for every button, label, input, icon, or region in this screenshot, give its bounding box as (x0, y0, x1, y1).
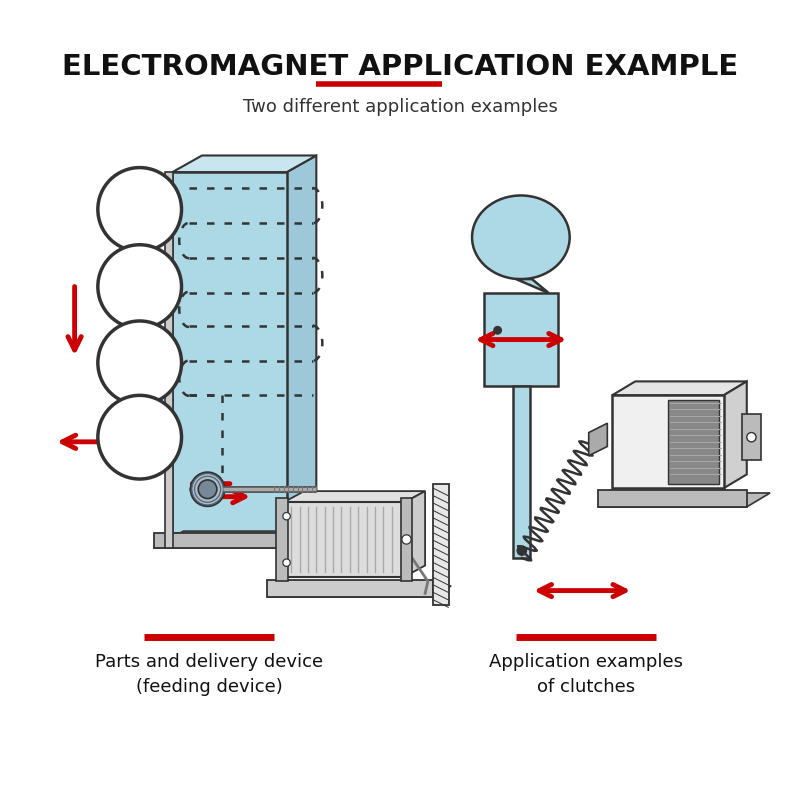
Polygon shape (516, 279, 549, 293)
Circle shape (98, 245, 182, 329)
Text: Two different application examples: Two different application examples (242, 98, 558, 116)
Bar (514, 386, 530, 558)
Bar (165, 172, 173, 548)
Circle shape (98, 395, 182, 479)
Circle shape (402, 535, 411, 544)
Polygon shape (284, 491, 425, 502)
Bar (172, 172, 286, 533)
Text: Application examples
of clutches: Application examples of clutches (489, 653, 683, 696)
Bar (433, 484, 450, 605)
Bar (612, 395, 723, 488)
Circle shape (98, 167, 182, 251)
Ellipse shape (472, 195, 570, 279)
Polygon shape (286, 155, 316, 533)
Polygon shape (589, 423, 607, 456)
Bar (742, 414, 761, 461)
Polygon shape (267, 586, 451, 597)
Circle shape (198, 480, 217, 498)
Circle shape (283, 559, 290, 566)
Circle shape (517, 546, 526, 555)
Text: Parts and delivery device
(feeding device): Parts and delivery device (feeding devic… (95, 653, 323, 696)
Circle shape (98, 321, 182, 405)
Polygon shape (172, 155, 316, 172)
Polygon shape (154, 531, 344, 548)
Polygon shape (405, 491, 425, 577)
Bar (267, 580, 433, 597)
Bar (276, 498, 287, 582)
Circle shape (191, 473, 224, 506)
Circle shape (746, 433, 756, 442)
Bar (154, 533, 314, 548)
Circle shape (494, 326, 502, 334)
Bar (668, 400, 719, 484)
Polygon shape (612, 382, 746, 395)
Bar (401, 498, 412, 582)
Bar (284, 502, 405, 577)
Bar (484, 293, 558, 386)
Bar (598, 490, 746, 507)
Circle shape (283, 513, 290, 520)
Text: ELECTROMAGNET APPLICATION EXAMPLE: ELECTROMAGNET APPLICATION EXAMPLE (62, 53, 738, 81)
Polygon shape (723, 382, 746, 488)
Polygon shape (598, 493, 770, 507)
